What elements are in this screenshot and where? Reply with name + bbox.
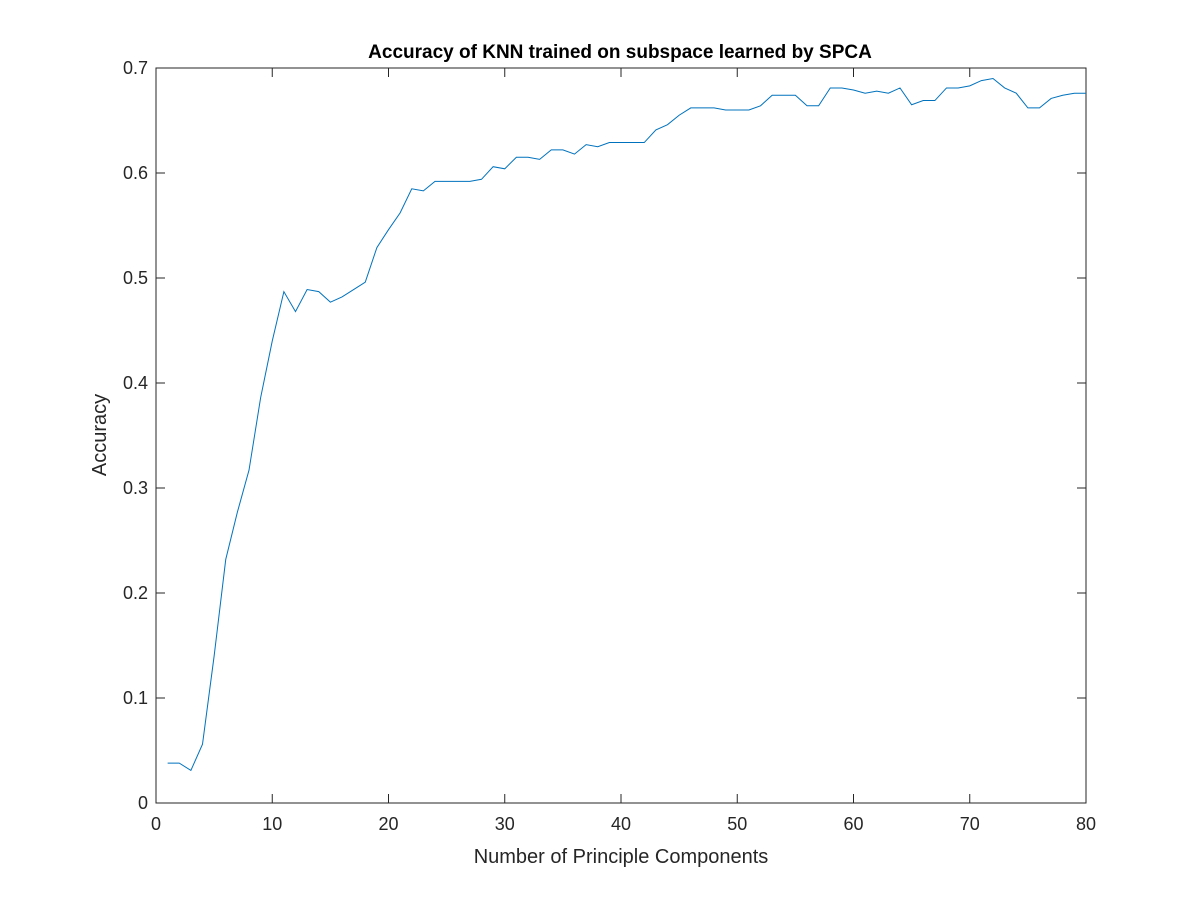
- series-line: [167, 77, 1086, 772]
- y-tick-label: 0.5: [123, 268, 148, 288]
- x-tick-label: 30: [495, 814, 515, 834]
- y-tick-label: 0.1: [123, 688, 148, 708]
- plot-area-frame: [155, 67, 1087, 804]
- x-tick-label: 40: [611, 814, 631, 834]
- x-tick-label: 10: [262, 814, 282, 834]
- x-tick-label: 70: [960, 814, 980, 834]
- y-axis-label: Accuracy: [89, 394, 111, 476]
- x-tick-label: 50: [727, 814, 747, 834]
- series-layer: [167, 77, 1086, 772]
- y-tick-label: 0.2: [123, 583, 148, 603]
- x-tick-label: 80: [1076, 814, 1096, 834]
- y-tick-label: 0.4: [123, 373, 148, 393]
- chart-title: Accuracy of KNN trained on subspace lear…: [368, 42, 872, 63]
- y-axis-ticks: 0 0.1 0.2 0.3 0.4 0.5 0.6 0.7: [123, 58, 1086, 813]
- x-axis-label: Number of Principle Components: [474, 846, 769, 868]
- x-tick-label: 20: [378, 814, 398, 834]
- y-tick-label: 0.6: [123, 163, 148, 183]
- y-tick-label: 0.7: [123, 58, 148, 78]
- y-tick-label: 0.3: [123, 478, 148, 498]
- x-tick-label: 0: [151, 814, 161, 834]
- y-tick-label: 0: [138, 793, 148, 813]
- x-axis-ticks: 0 10 20 30 40 50 60 70 80: [151, 68, 1096, 834]
- x-tick-label: 60: [843, 814, 863, 834]
